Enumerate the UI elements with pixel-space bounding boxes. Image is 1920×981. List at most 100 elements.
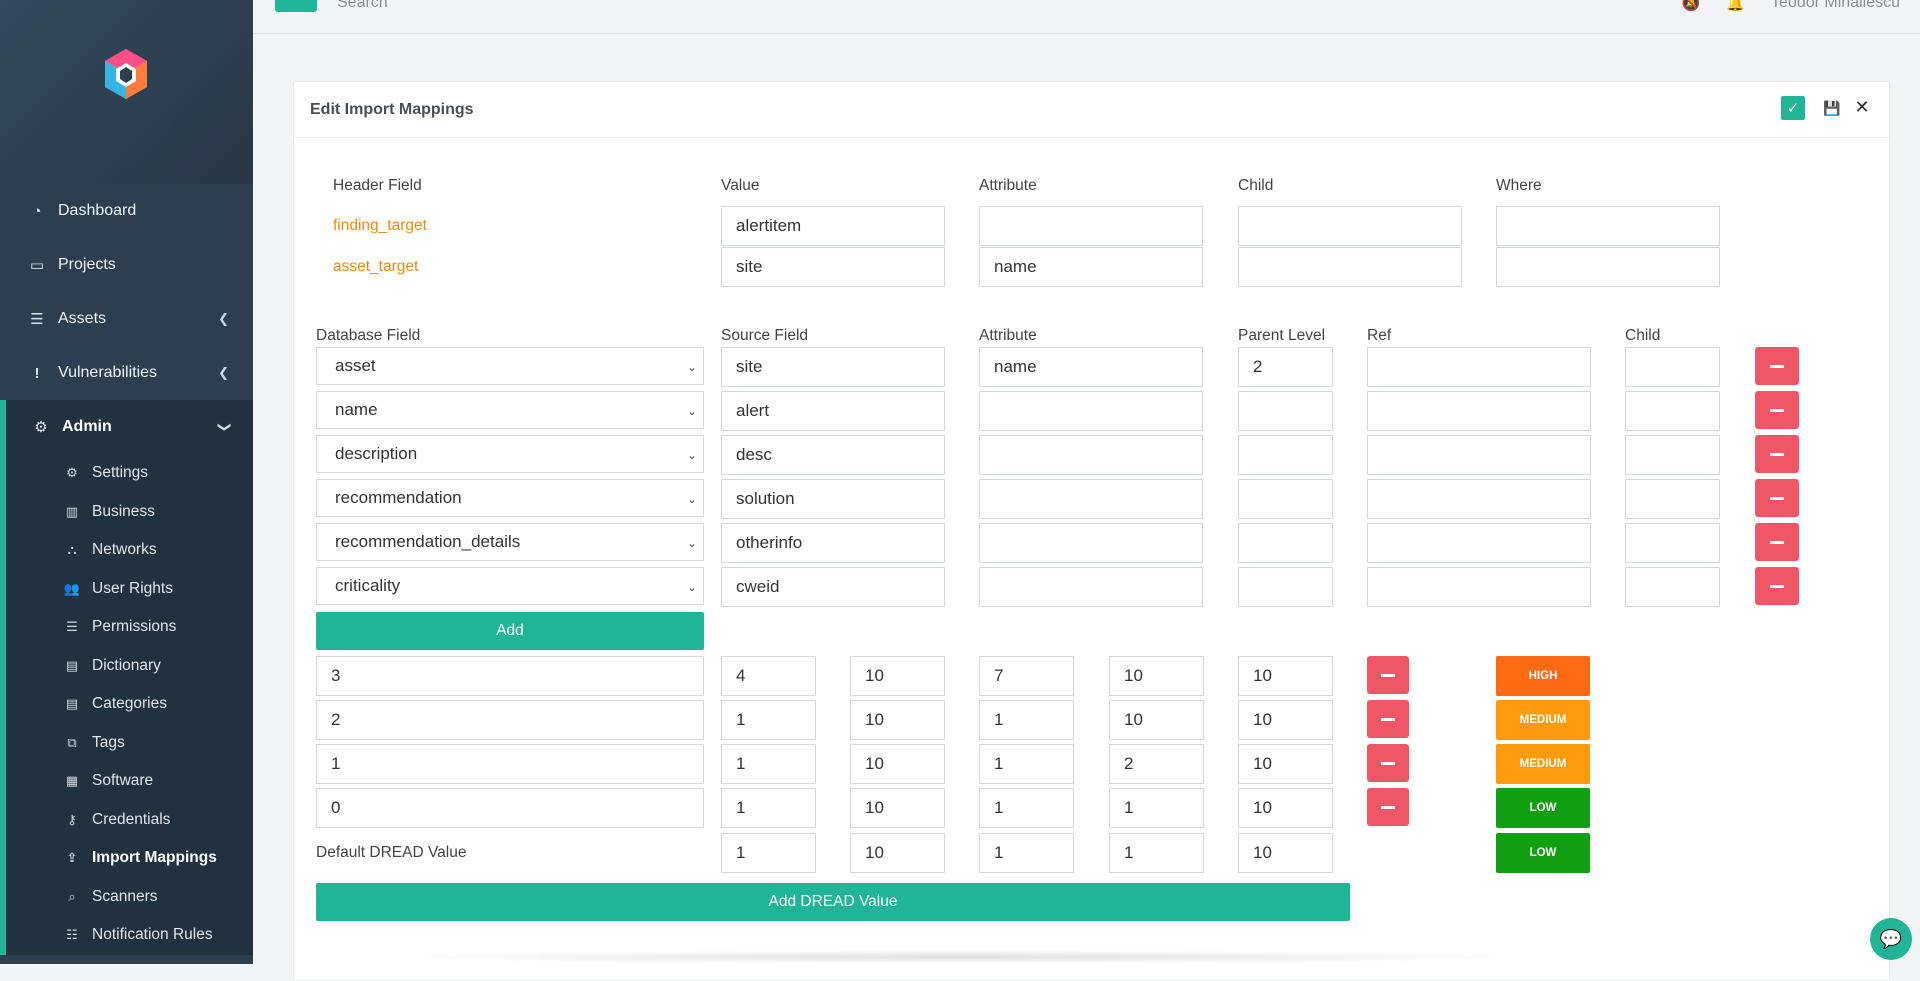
dread-key-input[interactable] <box>316 700 704 740</box>
nav-projects[interactable]: ▭ Projects <box>0 238 253 292</box>
remove-dread-button[interactable] <box>1367 788 1409 826</box>
remove-dread-button[interactable] <box>1367 744 1409 782</box>
remove-mapping-button[interactable] <box>1755 435 1799 473</box>
header-where-input[interactable] <box>1496 206 1720 246</box>
database-field-select[interactable]: recommendation_details ⌄ <box>316 523 704 561</box>
app-logo[interactable] <box>97 47 155 103</box>
attribute-input[interactable] <box>979 435 1203 475</box>
sidebar-item-dictionary[interactable]: ▤ Dictionary <box>6 647 253 686</box>
dread-value-2[interactable] <box>850 744 945 784</box>
nav-dashboard[interactable]: ◔ Dashboard <box>0 184 253 238</box>
remove-dread-button[interactable] <box>1367 700 1409 738</box>
child-input[interactable] <box>1625 347 1720 387</box>
database-field-select[interactable]: criticality ⌄ <box>316 567 704 605</box>
dread-default-value-5[interactable] <box>1238 833 1333 873</box>
source-field-input[interactable] <box>721 391 945 431</box>
dread-value-4[interactable] <box>1109 700 1204 740</box>
parent-level-input[interactable] <box>1238 567 1333 607</box>
add-mapping-button[interactable]: Add <box>316 612 704 650</box>
dread-default-value-1[interactable] <box>721 833 816 873</box>
close-button[interactable]: ✕ <box>1853 97 1871 117</box>
remove-mapping-button[interactable] <box>1755 567 1799 605</box>
sidebar-item-credentials[interactable]: ⚷ Credentials <box>6 801 253 840</box>
sidebar-item-notification-rules[interactable]: ☷ Notification Rules <box>6 916 253 955</box>
dread-value-3[interactable] <box>979 656 1074 696</box>
header-child-input[interactable] <box>1238 247 1462 287</box>
remove-mapping-button[interactable] <box>1755 347 1799 385</box>
ref-input[interactable] <box>1367 347 1591 387</box>
source-field-input[interactable] <box>721 479 945 519</box>
bell-icon[interactable]: 🔔 <box>1726 0 1746 12</box>
dread-key-input[interactable] <box>316 744 704 784</box>
dread-key-input[interactable] <box>316 656 704 696</box>
dread-default-value-2[interactable] <box>850 833 945 873</box>
sidebar-item-software[interactable]: ▦ Software <box>6 762 253 801</box>
child-input[interactable] <box>1625 567 1720 607</box>
child-input[interactable] <box>1625 435 1720 475</box>
sidebar-item-permissions[interactable]: ☰ Permissions <box>6 608 253 647</box>
bell-slash-icon[interactable]: 🔕 <box>1681 0 1701 12</box>
menu-toggle-button[interactable] <box>275 0 317 12</box>
source-field-input[interactable] <box>721 435 945 475</box>
remove-dread-button[interactable] <box>1367 656 1409 694</box>
database-field-select[interactable]: asset ⌄ <box>316 347 704 385</box>
dread-value-4[interactable] <box>1109 788 1204 828</box>
ref-input[interactable] <box>1367 435 1591 475</box>
user-menu[interactable]: Teodor Mihailescu <box>1771 0 1900 11</box>
attribute-input[interactable] <box>979 391 1203 431</box>
dread-value-1[interactable] <box>721 788 816 828</box>
search-input[interactable]: Search <box>337 0 388 11</box>
dread-value-3[interactable] <box>979 788 1074 828</box>
header-child-input[interactable] <box>1238 206 1462 246</box>
ref-input[interactable] <box>1367 523 1591 563</box>
header-attribute-input[interactable] <box>979 206 1203 246</box>
dread-value-2[interactable] <box>850 788 945 828</box>
dread-value-2[interactable] <box>850 656 945 696</box>
attribute-input[interactable] <box>979 347 1203 387</box>
dread-value-3[interactable] <box>979 700 1074 740</box>
dread-value-5[interactable] <box>1238 744 1333 784</box>
sidebar-item-networks[interactable]: ⛬ Networks <box>6 531 253 570</box>
remove-mapping-button[interactable] <box>1755 479 1799 517</box>
dread-value-4[interactable] <box>1109 656 1204 696</box>
sidebar-item-settings[interactable]: ⚙ Settings <box>6 454 253 493</box>
confirm-button[interactable]: ✓ <box>1781 96 1805 120</box>
header-value-input[interactable] <box>721 206 945 246</box>
ref-input[interactable] <box>1367 391 1591 431</box>
dread-default-value-4[interactable] <box>1109 833 1204 873</box>
child-input[interactable] <box>1625 479 1720 519</box>
nav-vulnerabilities[interactable]: ! Vulnerabilities ❮ <box>0 346 253 400</box>
sidebar-item-tags[interactable]: ⧉ Tags <box>6 724 253 763</box>
source-field-input[interactable] <box>721 523 945 563</box>
dread-value-5[interactable] <box>1238 700 1333 740</box>
save-button[interactable]: 💾 <box>1823 99 1841 117</box>
parent-level-input[interactable] <box>1238 479 1333 519</box>
attribute-input[interactable] <box>979 479 1203 519</box>
child-input[interactable] <box>1625 523 1720 563</box>
dread-value-1[interactable] <box>721 656 816 696</box>
header-value-input[interactable] <box>721 247 945 287</box>
database-field-select[interactable]: recommendation ⌄ <box>316 479 704 517</box>
dread-key-input[interactable] <box>316 788 704 828</box>
dread-value-4[interactable] <box>1109 744 1204 784</box>
dread-value-2[interactable] <box>850 700 945 740</box>
attribute-input[interactable] <box>979 567 1203 607</box>
header-attribute-input[interactable] <box>979 247 1203 287</box>
source-field-input[interactable] <box>721 347 945 387</box>
child-input[interactable] <box>1625 391 1720 431</box>
nav-admin[interactable]: ⚙ Admin ❮ <box>6 400 253 454</box>
header-where-input[interactable] <box>1496 247 1720 287</box>
parent-level-input[interactable] <box>1238 523 1333 563</box>
dread-value-5[interactable] <box>1238 656 1333 696</box>
database-field-select[interactable]: name ⌄ <box>316 391 704 429</box>
attribute-input[interactable] <box>979 523 1203 563</box>
dread-value-1[interactable] <box>721 700 816 740</box>
nav-assets[interactable]: ☰ Assets ❮ <box>0 292 253 346</box>
dread-value-3[interactable] <box>979 744 1074 784</box>
remove-mapping-button[interactable] <box>1755 391 1799 429</box>
parent-level-input[interactable] <box>1238 391 1333 431</box>
source-field-input[interactable] <box>721 567 945 607</box>
parent-level-input[interactable] <box>1238 435 1333 475</box>
sidebar-item-user-rights[interactable]: 👥 User Rights <box>6 570 253 609</box>
sidebar-item-categories[interactable]: ▤ Categories <box>6 685 253 724</box>
